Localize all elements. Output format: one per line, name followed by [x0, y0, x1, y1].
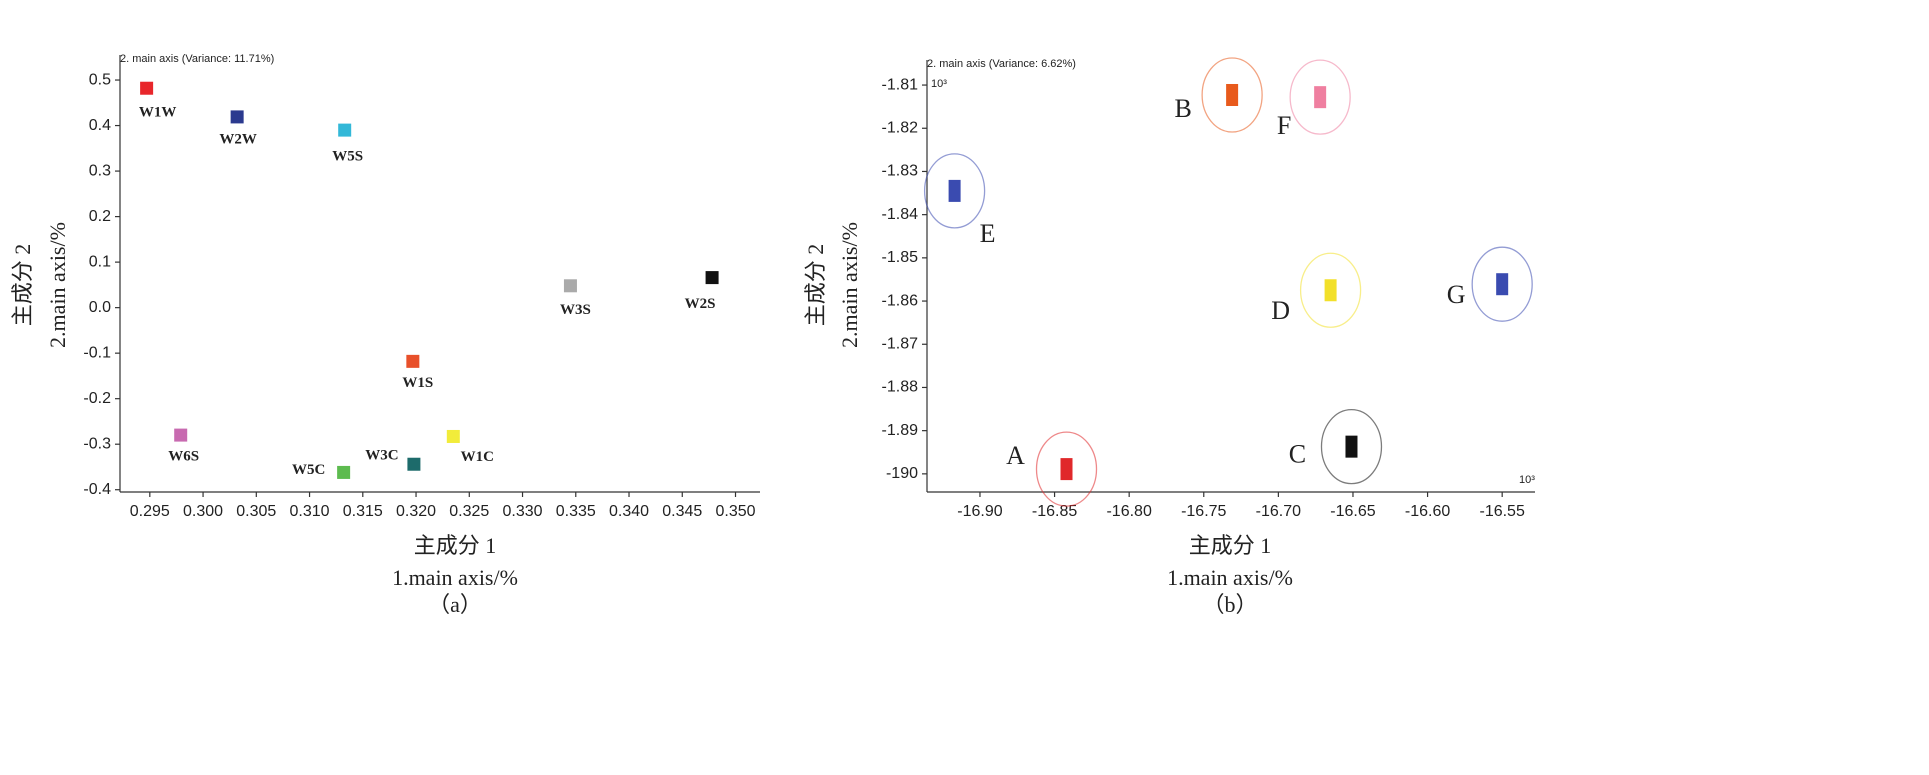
x-tick-label: 0.340 — [609, 503, 649, 520]
point — [1314, 86, 1327, 109]
y-tick-label: -1.84 — [882, 206, 919, 223]
y-tick-label: -0.1 — [83, 344, 111, 361]
point-label: W3S — [560, 302, 591, 318]
y-axis-label: 主成分 2 — [803, 244, 828, 327]
y-axis-label-en: 2.main axis/% — [45, 222, 70, 348]
chart-title: 2. main axis (Variance: 11.71%) — [120, 53, 274, 65]
point-label: E — [980, 219, 996, 248]
point — [338, 123, 352, 137]
x-tick-label: 0.345 — [662, 503, 702, 520]
y-tick-label: 0.2 — [89, 208, 111, 225]
x-tick-label: -16.70 — [1256, 503, 1301, 520]
x-tick-label: 0.335 — [556, 503, 596, 520]
point-label: C — [1289, 440, 1306, 469]
point-label: W5S — [332, 149, 363, 165]
x-axis-label: 主成分 1 — [1189, 533, 1272, 558]
caption: （b） — [1202, 592, 1257, 617]
x-axis-label-en: 1.main axis/% — [392, 565, 518, 590]
point — [174, 428, 188, 442]
y-tick-label: -0.2 — [83, 390, 111, 407]
point — [406, 354, 420, 368]
point-label: W6S — [168, 449, 199, 465]
point-label: W1C — [461, 449, 494, 465]
y-tick-label: -1.85 — [882, 249, 919, 266]
x-tick-label: 0.350 — [715, 503, 755, 520]
y-tick-label: 0.1 — [89, 253, 111, 270]
x-tick-label: 0.315 — [343, 503, 383, 520]
x-tick-label: -16.65 — [1330, 503, 1375, 520]
point — [230, 110, 244, 124]
y-axis-label-en: 2.main axis/% — [837, 222, 862, 348]
x-tick-label: -16.80 — [1106, 503, 1151, 520]
x-tick-label: 0.325 — [449, 503, 489, 520]
point — [446, 429, 460, 443]
point-label: W2W — [219, 131, 257, 147]
y-tick-label: -1.89 — [882, 422, 919, 439]
point — [1496, 273, 1509, 296]
y-tick-label: -190 — [886, 465, 918, 482]
point — [705, 271, 719, 285]
point-label: D — [1271, 296, 1290, 325]
cluster-ring — [1289, 59, 1351, 135]
y-tick-label: -1.83 — [882, 163, 919, 180]
cluster-ring — [1201, 57, 1263, 133]
point-label: B — [1174, 94, 1191, 123]
x-tick-label: -16.75 — [1181, 503, 1226, 520]
x-tick-label: -16.60 — [1405, 503, 1450, 520]
point-label: W1W — [139, 105, 177, 121]
y-tick-label: 0.0 — [89, 299, 111, 316]
y-tick-label: -1.81 — [882, 76, 919, 93]
point — [948, 179, 961, 202]
y-tick-label: -0.4 — [83, 481, 111, 498]
cluster-ring — [1035, 431, 1098, 507]
y-tick-label: -1.88 — [882, 379, 919, 396]
cluster-ring — [1320, 408, 1383, 485]
chart-title: 2. main axis (Variance: 6.62%) — [927, 58, 1076, 70]
y-tick-label: -0.3 — [83, 435, 111, 452]
point — [1324, 279, 1337, 302]
y-tick-label: 0.3 — [89, 162, 111, 179]
y-multiplier: 10³ — [931, 78, 947, 90]
point — [563, 279, 577, 293]
point-label: W5C — [292, 462, 325, 478]
point-label: W1S — [402, 375, 433, 391]
y-tick-label: -1.82 — [882, 119, 919, 136]
x-axis-label-en: 1.main axis/% — [1167, 565, 1293, 590]
y-tick-label: -1.87 — [882, 335, 919, 352]
x-tick-label: 0.300 — [183, 503, 223, 520]
caption: （a） — [428, 592, 482, 617]
cluster-ring — [923, 153, 986, 229]
cluster-ring — [1471, 246, 1533, 322]
point — [1060, 458, 1073, 481]
x-tick-label: -16.85 — [1032, 503, 1077, 520]
point-label: W3C — [365, 448, 398, 464]
y-tick-label: 0.4 — [89, 117, 111, 134]
y-tick-label: 0.5 — [89, 71, 111, 88]
x-tick-label: 0.305 — [236, 503, 276, 520]
point — [1226, 83, 1239, 106]
x-tick-label: -16.90 — [957, 503, 1002, 520]
x-tick-label: 0.330 — [503, 503, 543, 520]
x-tick-label: 0.320 — [396, 503, 436, 520]
y-tick-label: -1.86 — [882, 292, 919, 309]
cluster-ring — [1299, 252, 1362, 328]
point — [1345, 435, 1358, 458]
point — [140, 81, 154, 95]
x-multiplier: 10³ — [1519, 474, 1535, 486]
point — [337, 465, 351, 479]
y-axis-label: 主成分 2 — [10, 244, 35, 327]
x-tick-label: 0.310 — [290, 503, 330, 520]
x-tick-label: -16.55 — [1479, 503, 1524, 520]
point — [407, 457, 421, 471]
point-label: G — [1447, 280, 1466, 309]
point-label: W2S — [685, 296, 716, 312]
x-axis-label: 主成分 1 — [414, 533, 497, 558]
x-tick-label: 0.295 — [130, 503, 170, 520]
point-label: A — [1006, 441, 1025, 470]
point-label: F — [1277, 111, 1291, 140]
